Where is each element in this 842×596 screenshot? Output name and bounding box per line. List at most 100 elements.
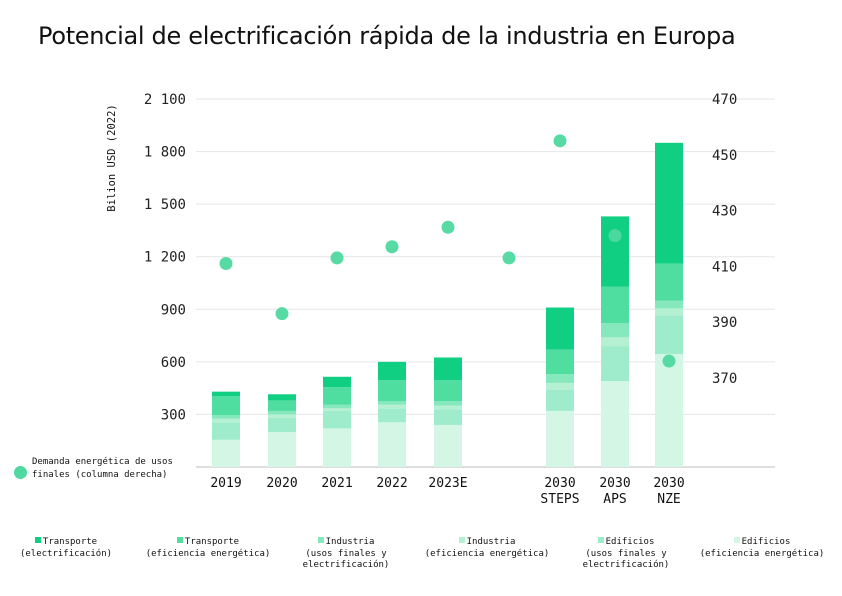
- legend-label-line: (eficiencia energética): [424, 548, 550, 559]
- bar-segment: [212, 396, 240, 416]
- bar-segment: [323, 387, 351, 405]
- x-tick-label: 2030: [544, 476, 575, 491]
- bar-segment: [601, 323, 629, 338]
- y-axis-label: Bilion USD (2022): [106, 104, 118, 211]
- bar-segment: [323, 428, 351, 467]
- bar-segment: [601, 346, 629, 382]
- y2-tick-label: 430: [712, 204, 737, 220]
- legend-label-line: electrificación): [582, 560, 670, 570]
- demand-point: [553, 134, 567, 148]
- bar-segment: [268, 431, 296, 467]
- y-tick-label: 1 500: [144, 197, 186, 213]
- y2-tick-label: 410: [712, 259, 737, 275]
- demand-point: [441, 220, 455, 234]
- legend-item: Edificios (usos finales y electrificación): [546, 537, 706, 572]
- x-tick-sublabel: NZE: [657, 492, 680, 507]
- bar-segment: [378, 404, 406, 409]
- chart-title: Potencial de electrificación rápida de l…: [38, 22, 736, 50]
- legend-label: Transporte: [42, 537, 98, 547]
- legend-item: Industria (eficiencia energética): [407, 537, 567, 560]
- bar-segment: [268, 410, 296, 415]
- bar-segment: [655, 300, 683, 309]
- legend-label: Industria: [325, 537, 375, 547]
- y2-tick-label: 470: [712, 92, 737, 108]
- bar-segment: [212, 418, 240, 423]
- bar-segment: [434, 424, 462, 467]
- bar-segment: [323, 410, 351, 429]
- legend-label-line: electrificación): [302, 560, 390, 570]
- legend-item: Edificios (eficiencia energética): [682, 537, 842, 560]
- bar-segment: [212, 391, 240, 397]
- bar-segment: [655, 142, 683, 264]
- legend-swatch: [317, 537, 324, 543]
- bar-segment: [546, 349, 574, 375]
- legend-item: Industria (usos finales y electrificación): [266, 537, 426, 572]
- bar-segment: [434, 401, 462, 406]
- bar-segment: [655, 315, 683, 354]
- legend: Transporte (electrificación) Transporte (ef…: [0, 537, 842, 577]
- y-tick-label: 600: [161, 355, 186, 371]
- demand-point: [385, 240, 399, 254]
- demand-point: [275, 307, 289, 321]
- y2-tick-label: 450: [712, 148, 737, 164]
- bar-segment: [268, 394, 296, 401]
- x-tick-label: 2030: [599, 476, 630, 491]
- demand-point: [502, 251, 516, 265]
- bar-segment: [268, 414, 296, 418]
- x-tick-label: 2022: [376, 476, 407, 491]
- y-tick-label: 1 800: [144, 145, 186, 161]
- bar-segment: [378, 408, 406, 423]
- legend-label: Industria: [466, 537, 516, 547]
- y-tick-label: 900: [161, 302, 186, 318]
- x-tick-label: 2021: [321, 476, 352, 491]
- bar-segment: [212, 415, 240, 419]
- demand-point: [330, 251, 344, 265]
- demand-legend-marker: [14, 466, 27, 479]
- bar-segment: [268, 417, 296, 432]
- y-tick-label: 2 100: [144, 92, 186, 108]
- legend-label-line: (electrificación): [19, 548, 113, 559]
- bar-segment: [546, 307, 574, 350]
- bar-segment: [212, 422, 240, 440]
- bar-segment: [655, 308, 683, 316]
- y2-tick-label: 370: [712, 371, 737, 387]
- legend-swatch: [176, 537, 183, 543]
- bar-segment: [601, 216, 629, 287]
- legend-label-line: (eficiencia energética): [699, 548, 825, 559]
- legend-item: Transporte (eficiencia energética): [128, 537, 288, 560]
- bar-segment: [434, 357, 462, 381]
- demand-point: [219, 256, 233, 270]
- bar-segment: [268, 400, 296, 411]
- bar-segment: [378, 401, 406, 405]
- bar-segment: [655, 353, 683, 467]
- demand-point: [662, 354, 676, 368]
- bar-segment: [434, 405, 462, 410]
- bar-segment: [546, 382, 574, 390]
- x-tick-label: 2030: [653, 476, 684, 491]
- bar-segment: [378, 380, 406, 402]
- bar-segment: [323, 376, 351, 388]
- bar-segment: [601, 286, 629, 324]
- bar-segment: [601, 337, 629, 347]
- bar-segment: [601, 381, 629, 467]
- bar-segment: [212, 439, 240, 467]
- x-tick-label: 2023E: [428, 476, 467, 491]
- bar-segment: [655, 263, 683, 301]
- bar-segment: [546, 374, 574, 383]
- legend-label-line: (usos finales y: [585, 548, 667, 559]
- bar-segment: [546, 389, 574, 411]
- bar-segment: [434, 409, 462, 425]
- x-tick-label: 2020: [266, 476, 297, 491]
- demand-point: [608, 229, 622, 243]
- x-tick-label: 2019: [210, 476, 241, 491]
- legend-label-line: (usos finales y: [305, 548, 387, 559]
- legend-label: Transporte: [184, 537, 240, 547]
- legend-item: Transporte (electrificación): [0, 537, 146, 560]
- x-tick-sublabel: APS: [603, 492, 626, 507]
- bar-segment: [378, 422, 406, 467]
- bar-segment: [434, 380, 462, 402]
- legend-swatch: [733, 537, 740, 543]
- bar-segment: [378, 361, 406, 381]
- y2-tick-label: 390: [712, 315, 737, 331]
